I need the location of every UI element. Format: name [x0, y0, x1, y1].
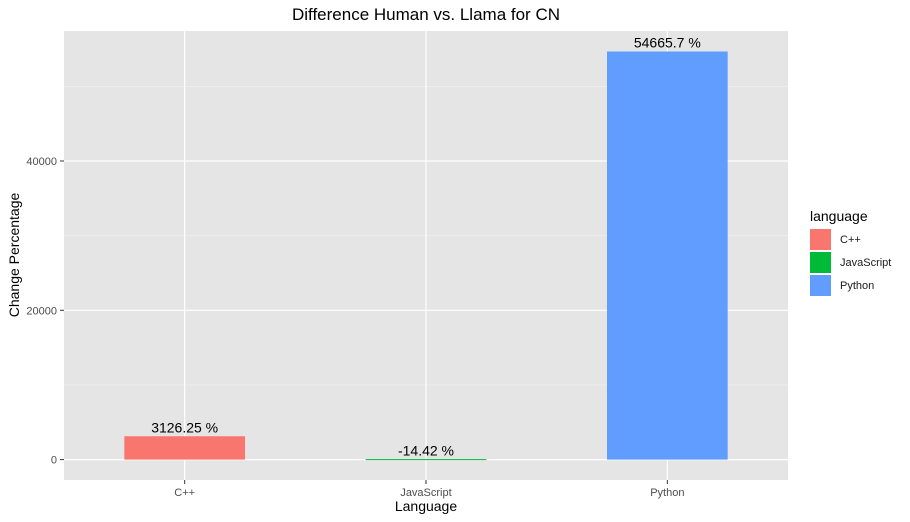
bar-value-labels: 3126.25 % -14.42 % 54665.7 %: [151, 35, 701, 459]
x-axis-ticks: C++ JavaScript Python: [174, 480, 684, 499]
bar-value-label: 54665.7 %: [634, 35, 701, 51]
legend-swatch: [810, 275, 831, 296]
legend-item: C++: [810, 228, 891, 251]
y-axis-ticks: 0 20000 40000: [26, 156, 64, 467]
y-tick-label: 0: [51, 455, 57, 467]
bar-value-label: 3126.25 %: [151, 419, 218, 435]
legend-label: Python: [840, 279, 875, 292]
legend-swatch: [810, 252, 831, 273]
legend-swatch: [810, 229, 831, 250]
x-tick-label: C++: [174, 487, 195, 499]
bar-value-label: -14.42 %: [398, 443, 454, 459]
y-tick-label: 20000: [26, 305, 57, 317]
y-axis-label: Change Percentage: [6, 192, 22, 318]
legend: language C++ JavaScript Python: [810, 208, 891, 297]
bar-javascript: [365, 459, 487, 461]
legend-label: C++: [840, 233, 861, 246]
legend-label: JavaScript: [840, 256, 892, 269]
y-tick-label: 40000: [26, 156, 57, 168]
chart-title: Difference Human vs. Llama for CN: [291, 5, 560, 24]
bar-c: [124, 436, 245, 460]
legend-items: C++ JavaScript Python: [810, 228, 891, 297]
legend-title: language: [810, 208, 868, 224]
x-tick-label: JavaScript: [400, 487, 451, 499]
x-axis-label: Language: [394, 498, 458, 514]
bars: [124, 51, 728, 461]
x-tick-label: Python: [650, 487, 684, 499]
bar-python: [607, 51, 728, 460]
legend-item: JavaScript: [810, 251, 891, 274]
legend-item: Python: [810, 274, 891, 297]
